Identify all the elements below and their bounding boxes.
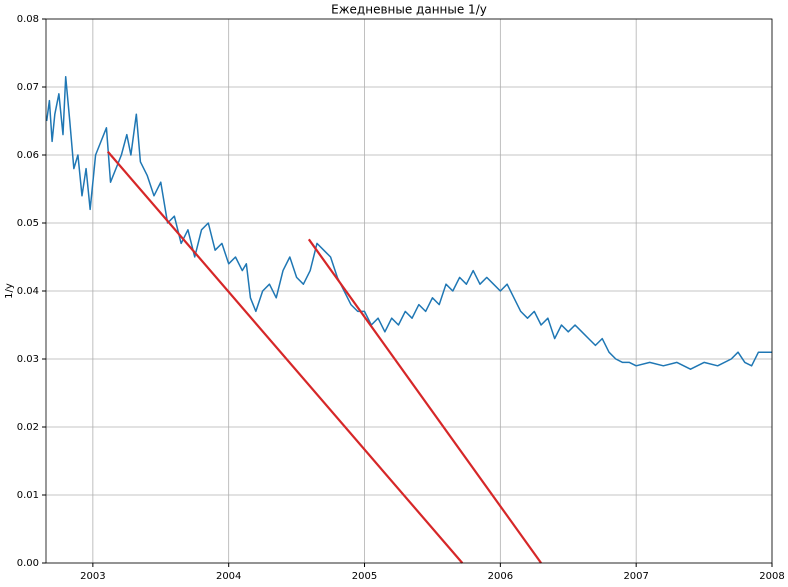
y-tick-label: 0.00 [17,558,39,569]
data-line [45,76,772,370]
y-tick-label: 0.07 [17,82,39,93]
y-tick-label: 0.02 [17,422,39,433]
y-tick-label: 0.03 [17,354,39,365]
x-tick-label: 2003 [80,571,105,582]
x-tick-label: 2005 [352,571,377,582]
y-tick-label: 0.01 [17,490,39,501]
plot-frame [45,18,773,564]
x-tick-label: 2008 [759,571,784,582]
data-line [106,150,464,564]
x-tick-label: 2007 [623,571,648,582]
data-line [307,238,542,564]
y-tick-label: 0.05 [17,218,39,229]
chart-title: Ежедневные данные 1/y [331,3,487,17]
y-axis-label: 1/y [4,283,15,299]
x-tick-label: 2006 [488,571,513,582]
y-tick-label: 0.04 [17,286,39,297]
y-tick-label: 0.06 [17,150,39,161]
y-tick-label: 0.08 [17,14,39,25]
x-tick-label: 2004 [216,571,241,582]
